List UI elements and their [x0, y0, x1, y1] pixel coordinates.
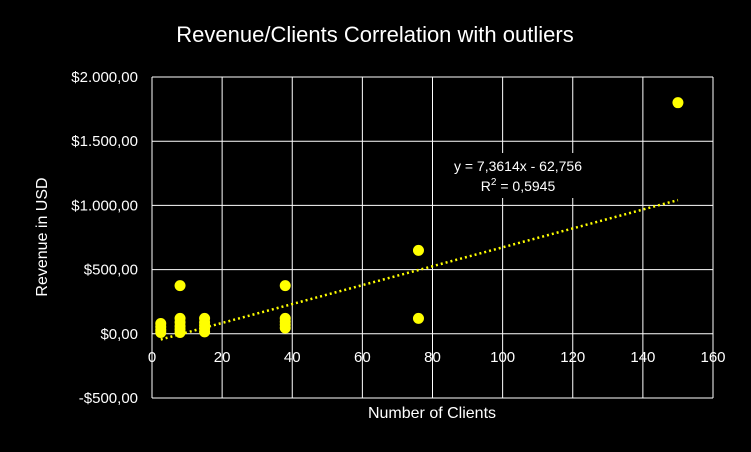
data-point: [279, 280, 291, 292]
x-tick-label: 60: [354, 349, 371, 366]
chart-title: Revenue/Clients Correlation with outlier…: [176, 22, 573, 47]
data-point: [174, 327, 186, 339]
x-tick-label: 120: [560, 349, 585, 366]
y-tick-label: $500,00: [84, 262, 138, 279]
data-point: [155, 327, 167, 339]
y-tick-label: $0,00: [100, 326, 138, 343]
trendline: [160, 198, 679, 341]
x-tick-label: 140: [630, 349, 655, 366]
data-point: [279, 322, 291, 334]
data-point: [672, 97, 684, 109]
x-tick-label: 40: [284, 349, 301, 366]
gridlines: [151, 76, 714, 399]
x-tick-label: 80: [424, 349, 441, 366]
data-point: [412, 244, 424, 256]
r-squared-prefix: R: [481, 178, 491, 194]
data-points: [155, 97, 684, 339]
y-tick-label: $2.000,00: [71, 69, 138, 86]
y-axis-ticks: $2.000,00 $1.500,00 $1.000,00 $500,00 $0,00 -…: [71, 69, 138, 407]
x-tick-label: 100: [490, 349, 515, 366]
r-squared-value: = 0,5945: [496, 178, 555, 194]
x-tick-label: 20: [214, 349, 231, 366]
equation-background: [435, 153, 601, 198]
y-tick-label: $1.000,00: [71, 197, 138, 214]
x-axis-label: Number of Clients: [368, 405, 496, 422]
y-axis-label: Revenue in USD: [34, 177, 51, 296]
x-tick-label: 160: [700, 349, 725, 366]
data-point: [199, 326, 211, 338]
r-squared-superscript: 2: [491, 177, 497, 188]
y-tick-label: -$500,00: [79, 390, 138, 407]
r-squared-label: R2 = 0,5945: [481, 177, 556, 194]
y-tick-label: $1.500,00: [71, 133, 138, 150]
trendline-equation: y = 7,3614x - 62,756: [454, 158, 582, 174]
x-axis-ticks: 0 20 40 60 80 100 120 140 160: [148, 349, 726, 366]
data-point: [412, 312, 424, 324]
trendline-equation-box: y = 7,3614x - 62,756 R2 = 0,5945: [435, 153, 601, 198]
data-point: [174, 280, 186, 292]
x-tick-label: 0: [148, 349, 156, 366]
